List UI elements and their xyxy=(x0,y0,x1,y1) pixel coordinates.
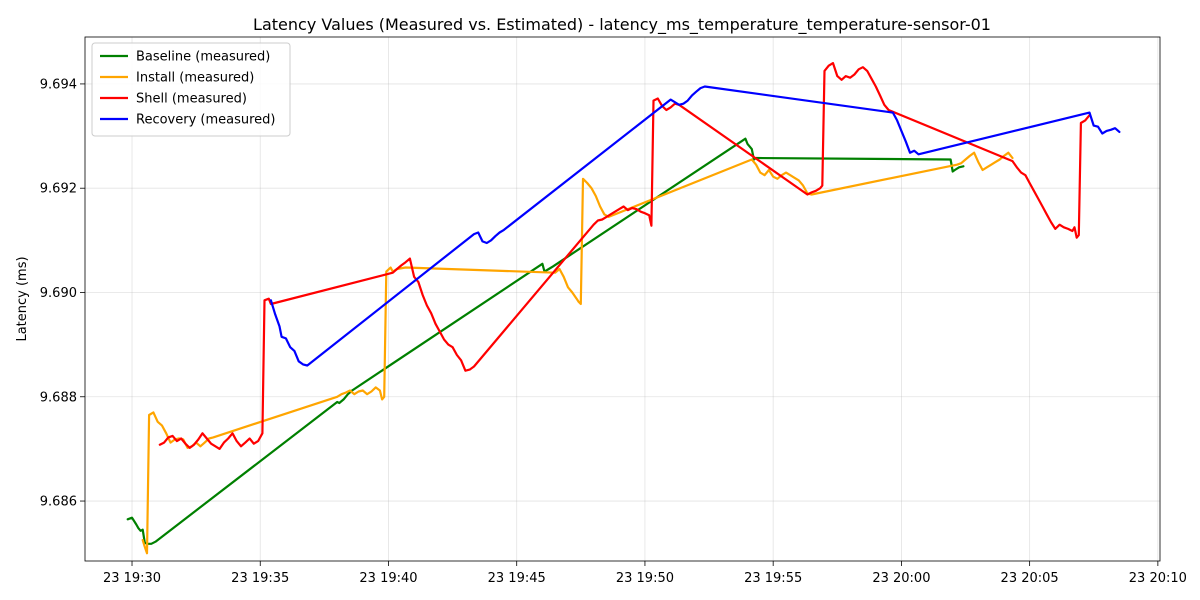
x-tick-label: 23 20:10 xyxy=(1129,571,1187,586)
y-tick-label: 9.692 xyxy=(40,182,77,197)
y-tick-label: 9.686 xyxy=(40,495,77,510)
series-line-baseline-measured xyxy=(126,137,965,545)
legend-label-recovery-measured: Recovery (measured) xyxy=(136,113,276,128)
y-axis-label: Latency (ms) xyxy=(15,256,30,341)
x-tick-label: 23 19:35 xyxy=(231,571,289,586)
legend-label-shell-measured: Shell (measured) xyxy=(136,92,247,107)
x-axis: 23 19:30 23 19:35 23 19:40 23 19:45 23 19:50… xyxy=(103,561,1187,586)
x-tick-label: 23 19:55 xyxy=(744,571,802,586)
x-tick-label: 23 19:40 xyxy=(359,571,417,586)
x-tick-label: 23 19:30 xyxy=(103,571,161,586)
legend-label-baseline-measured: Baseline (measured) xyxy=(136,50,270,65)
legend-box xyxy=(91,42,291,137)
plot-frame xyxy=(84,36,1161,562)
x-tick-label: 23 19:45 xyxy=(488,571,546,586)
y-axis: 9.686 9.688 9.690 9.692 9.694 xyxy=(40,77,85,510)
x-tick-label: 23 20:00 xyxy=(872,571,930,586)
grid xyxy=(85,37,1160,561)
series-line-shell-measured xyxy=(158,62,1091,450)
x-tick-label: 23 20:05 xyxy=(1001,571,1059,586)
chart-title: Latency Values (Measured vs. Estimated) … xyxy=(253,15,991,35)
y-tick-label: 9.690 xyxy=(40,286,77,301)
series-lines xyxy=(126,62,1121,555)
y-tick-label: 9.694 xyxy=(40,77,77,92)
legend-label-install-measured: Install (measured) xyxy=(136,71,254,86)
legend: Baseline (measured) Install (measured) She… xyxy=(91,42,291,137)
y-tick-label: 9.688 xyxy=(40,390,77,405)
x-tick-label: 23 19:50 xyxy=(616,571,674,586)
series-line-recovery-measured xyxy=(269,85,1121,367)
